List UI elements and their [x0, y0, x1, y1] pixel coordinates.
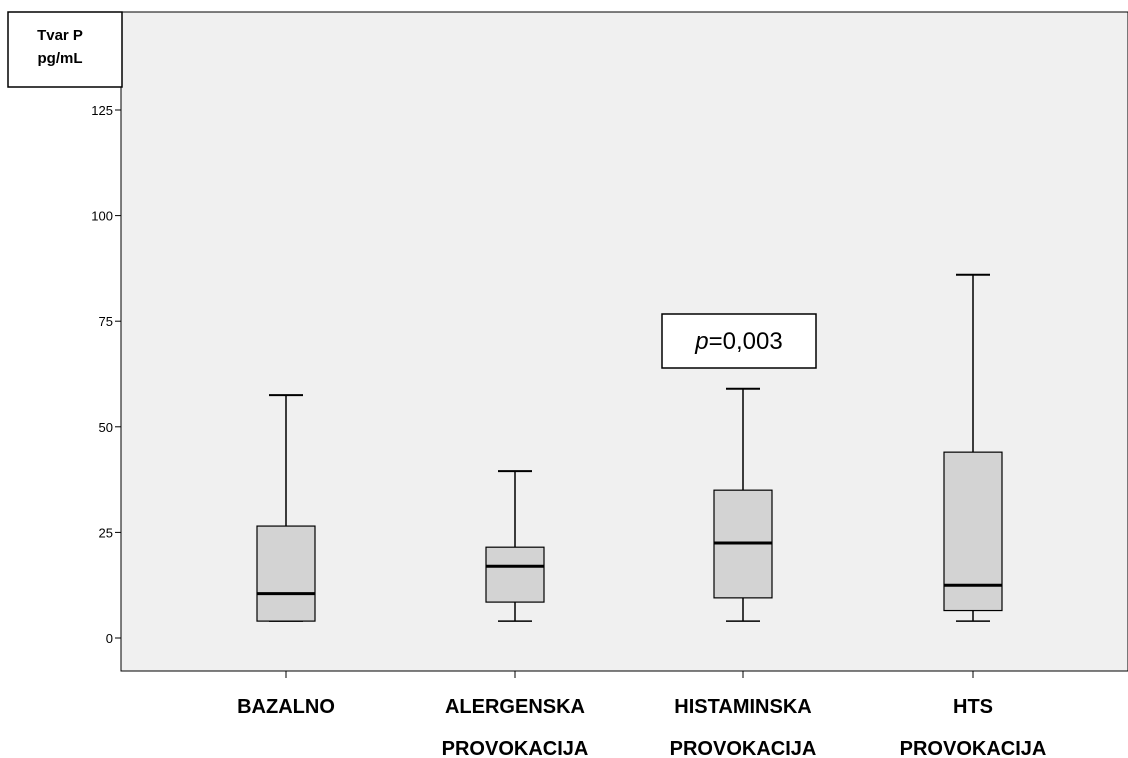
y-axis-title-line-2: pg/mL: [38, 50, 83, 67]
box-2: [485, 470, 545, 622]
axes: 0 25 50 75 100 125: [91, 103, 974, 678]
iqr-box: [943, 451, 1003, 612]
p-value: =0,003: [709, 328, 783, 355]
category-label: PROVOKACIJA: [442, 738, 589, 758]
y-tick-label: 25: [99, 525, 113, 540]
box-1: [256, 394, 316, 622]
category-label: ALERGENSKA: [445, 696, 585, 718]
box-4: [943, 273, 1003, 622]
y-tick-label: 75: [99, 314, 113, 329]
box-3: [713, 387, 773, 622]
svg-text:p=0,003: p=0,003: [694, 328, 782, 355]
p-value-annotation: p=0,003: [661, 313, 817, 369]
boxes: [256, 273, 1003, 622]
category-label: HISTAMINSKA: [674, 696, 811, 718]
y-tick-label: 100: [91, 209, 113, 224]
iqr-box: [485, 546, 545, 603]
category-label: HTS: [953, 696, 993, 718]
iqr-box: [256, 525, 316, 622]
y-tick-label: 125: [91, 103, 113, 118]
category-label: PROVOKACIJA: [670, 738, 817, 758]
category-label: PROVOKACIJA: [900, 738, 1047, 758]
category-label: BAZALNO: [237, 696, 335, 718]
category-labels: BAZALNO ALERGENSKA PROVOKACIJA HISTAMINSKA P…: [237, 696, 1046, 758]
y-axis-title-line-1: Tvar P: [37, 27, 83, 44]
y-axis-title-box: Tvar P pg/mL: [7, 11, 123, 88]
p-symbol: p: [694, 328, 708, 355]
y-tick-label: 0: [106, 631, 113, 646]
y-tick-label: 50: [99, 420, 113, 435]
